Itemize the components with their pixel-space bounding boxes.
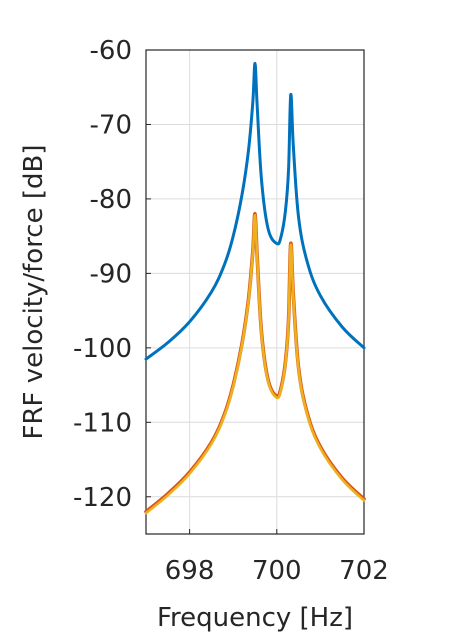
- series-line-1: [144, 61, 366, 361]
- y-tick-label: -90: [90, 259, 132, 289]
- axis-ticks: 698 700 702 -60 -70 -80 -90 -100 -110 -120: [73, 36, 389, 586]
- x-tick-label: 698: [165, 556, 215, 586]
- y-axis-label: FRF velocity/force [dB]: [19, 145, 49, 440]
- y-tick-label: -100: [73, 334, 132, 364]
- plot-frame: [145, 49, 365, 535]
- y-tick-label: -80: [90, 185, 132, 215]
- series-line-3: [144, 213, 366, 515]
- y-tick-label: -120: [73, 483, 132, 513]
- y-tick-label: -110: [73, 408, 132, 438]
- y-tick-label: -70: [90, 110, 132, 140]
- x-tick-label: 702: [339, 556, 389, 586]
- y-tick-label: -60: [90, 36, 132, 66]
- series-layer: [144, 61, 366, 515]
- x-axis-label: Frequency [Hz]: [157, 603, 353, 633]
- x-tick-label: 700: [252, 556, 302, 586]
